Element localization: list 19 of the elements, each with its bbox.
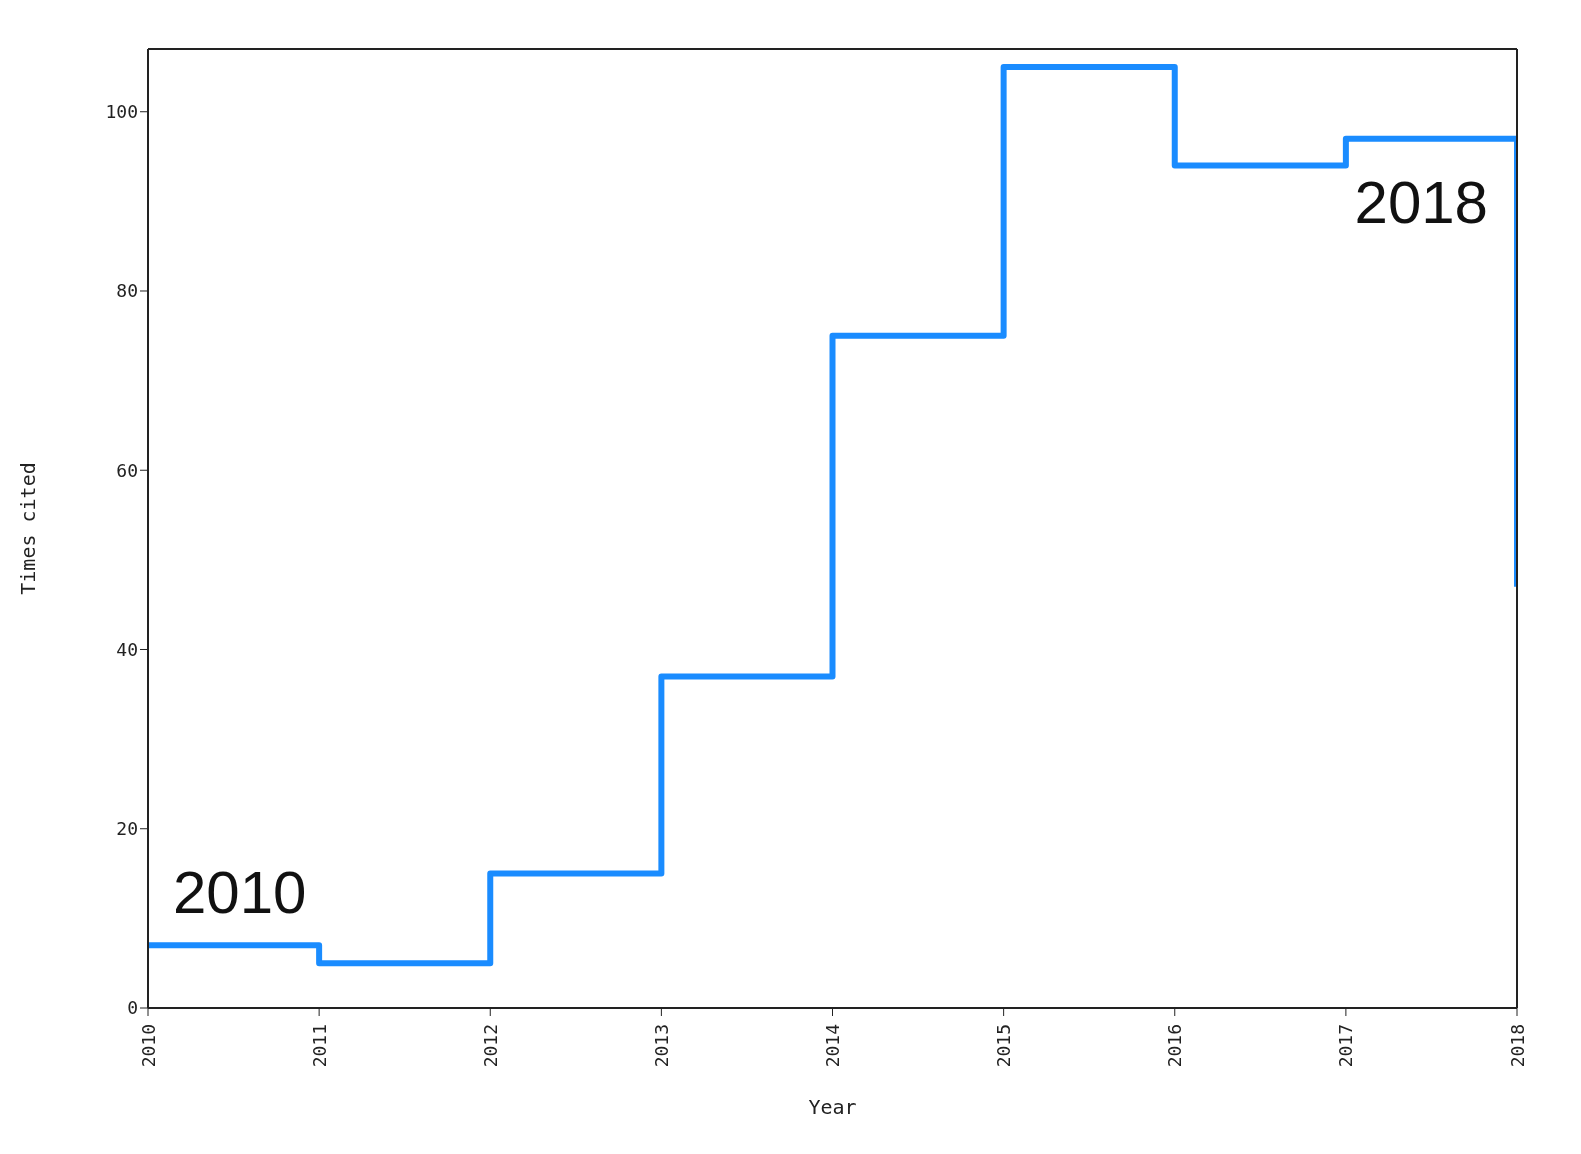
y-tick-label: 100: [105, 101, 138, 123]
x-tick-label: 2014: [822, 1024, 843, 1068]
y-tick-label: 0: [127, 997, 138, 1019]
x-tick-label: 2011: [308, 1024, 330, 1068]
x-tick-label: 2017: [1335, 1024, 1357, 1068]
y-axis-title: Times cited: [16, 462, 41, 595]
x-tick-label: 2015: [993, 1024, 1015, 1068]
y-tick-label: 40: [116, 638, 138, 660]
y-tick-label: 20: [116, 818, 138, 840]
x-tick-label: 2016: [1164, 1024, 1186, 1068]
x-tick-label: 2018: [1506, 1024, 1528, 1068]
y-tick-label: 60: [116, 459, 138, 481]
annotation: 2010: [173, 859, 307, 926]
y-tick-label: 80: [116, 280, 138, 302]
annotation: 2018: [1354, 169, 1488, 236]
x-tick-label: 2012: [479, 1024, 501, 1068]
x-axis-title: Year: [808, 1095, 857, 1119]
x-tick-label: 2010: [137, 1024, 159, 1068]
x-tick-label: 2013: [650, 1024, 672, 1068]
